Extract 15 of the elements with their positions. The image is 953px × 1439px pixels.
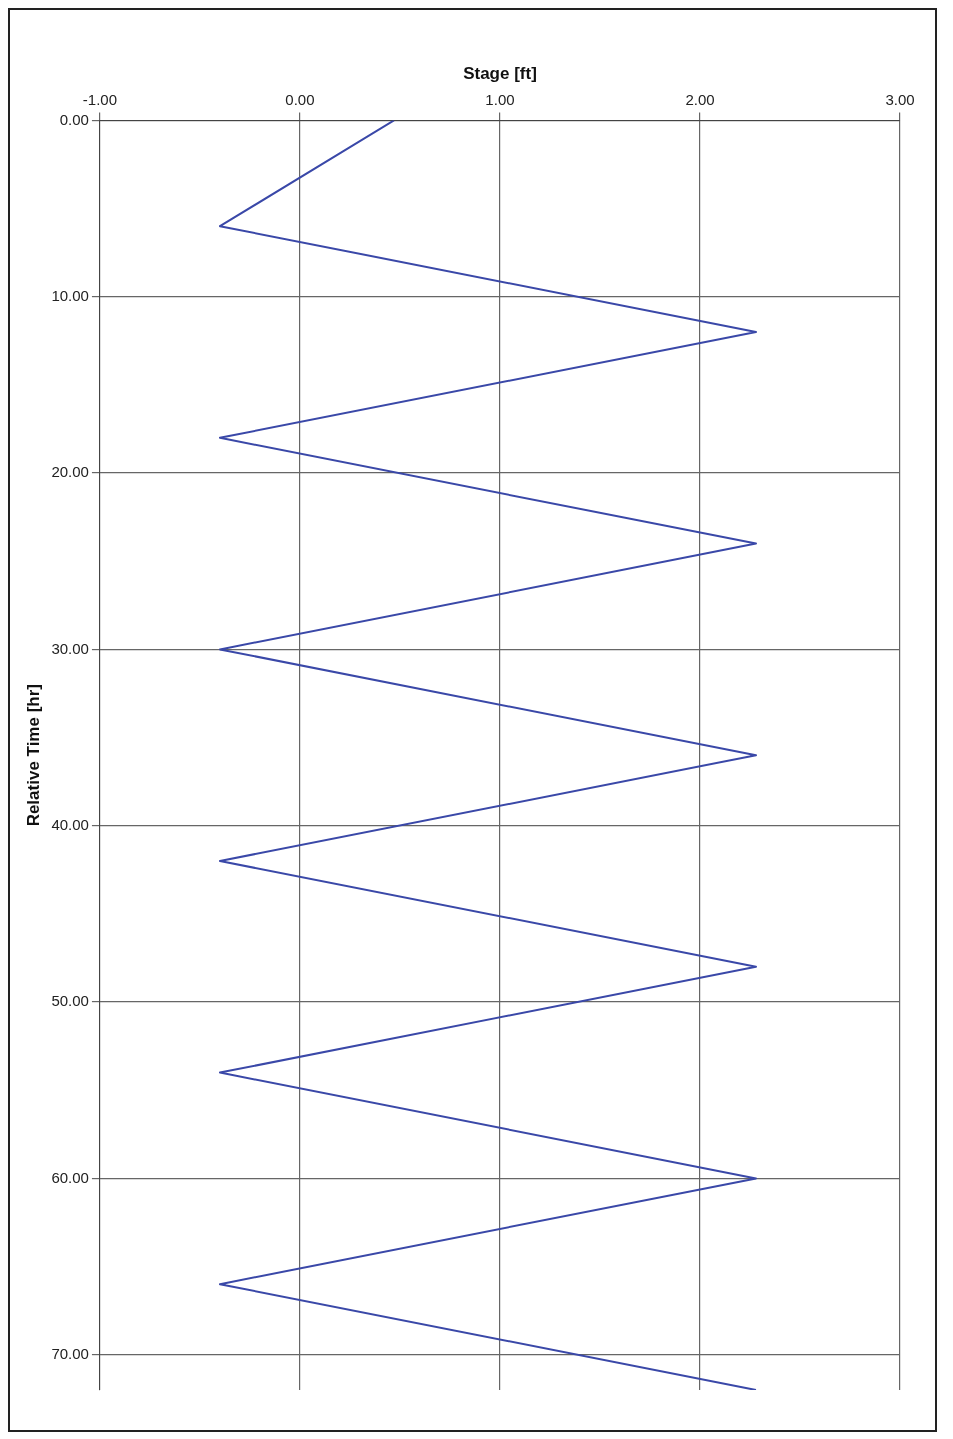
y-tick-label: 0.00 [59,110,89,128]
y-axis-title: Relative Time [hr] [23,684,43,827]
y-tick-label: 60.00 [51,1168,89,1186]
y-tick-label: 40.00 [51,815,89,833]
x-axis-title: Stage [ft] [463,63,537,83]
x-tick-label: 0.00 [285,90,315,108]
x-tick-label: -1.00 [82,90,118,108]
y-tick-label: 70.00 [51,1344,89,1362]
y-tick-label: 10.00 [51,286,89,304]
x-tick-label: 3.00 [885,90,915,108]
y-tick-label: 20.00 [51,463,89,481]
y-tick-label: 50.00 [51,992,89,1010]
x-tick-label: 2.00 [685,90,715,108]
y-tick-label: 30.00 [51,639,89,657]
x-tick-label: 1.00 [485,90,515,108]
